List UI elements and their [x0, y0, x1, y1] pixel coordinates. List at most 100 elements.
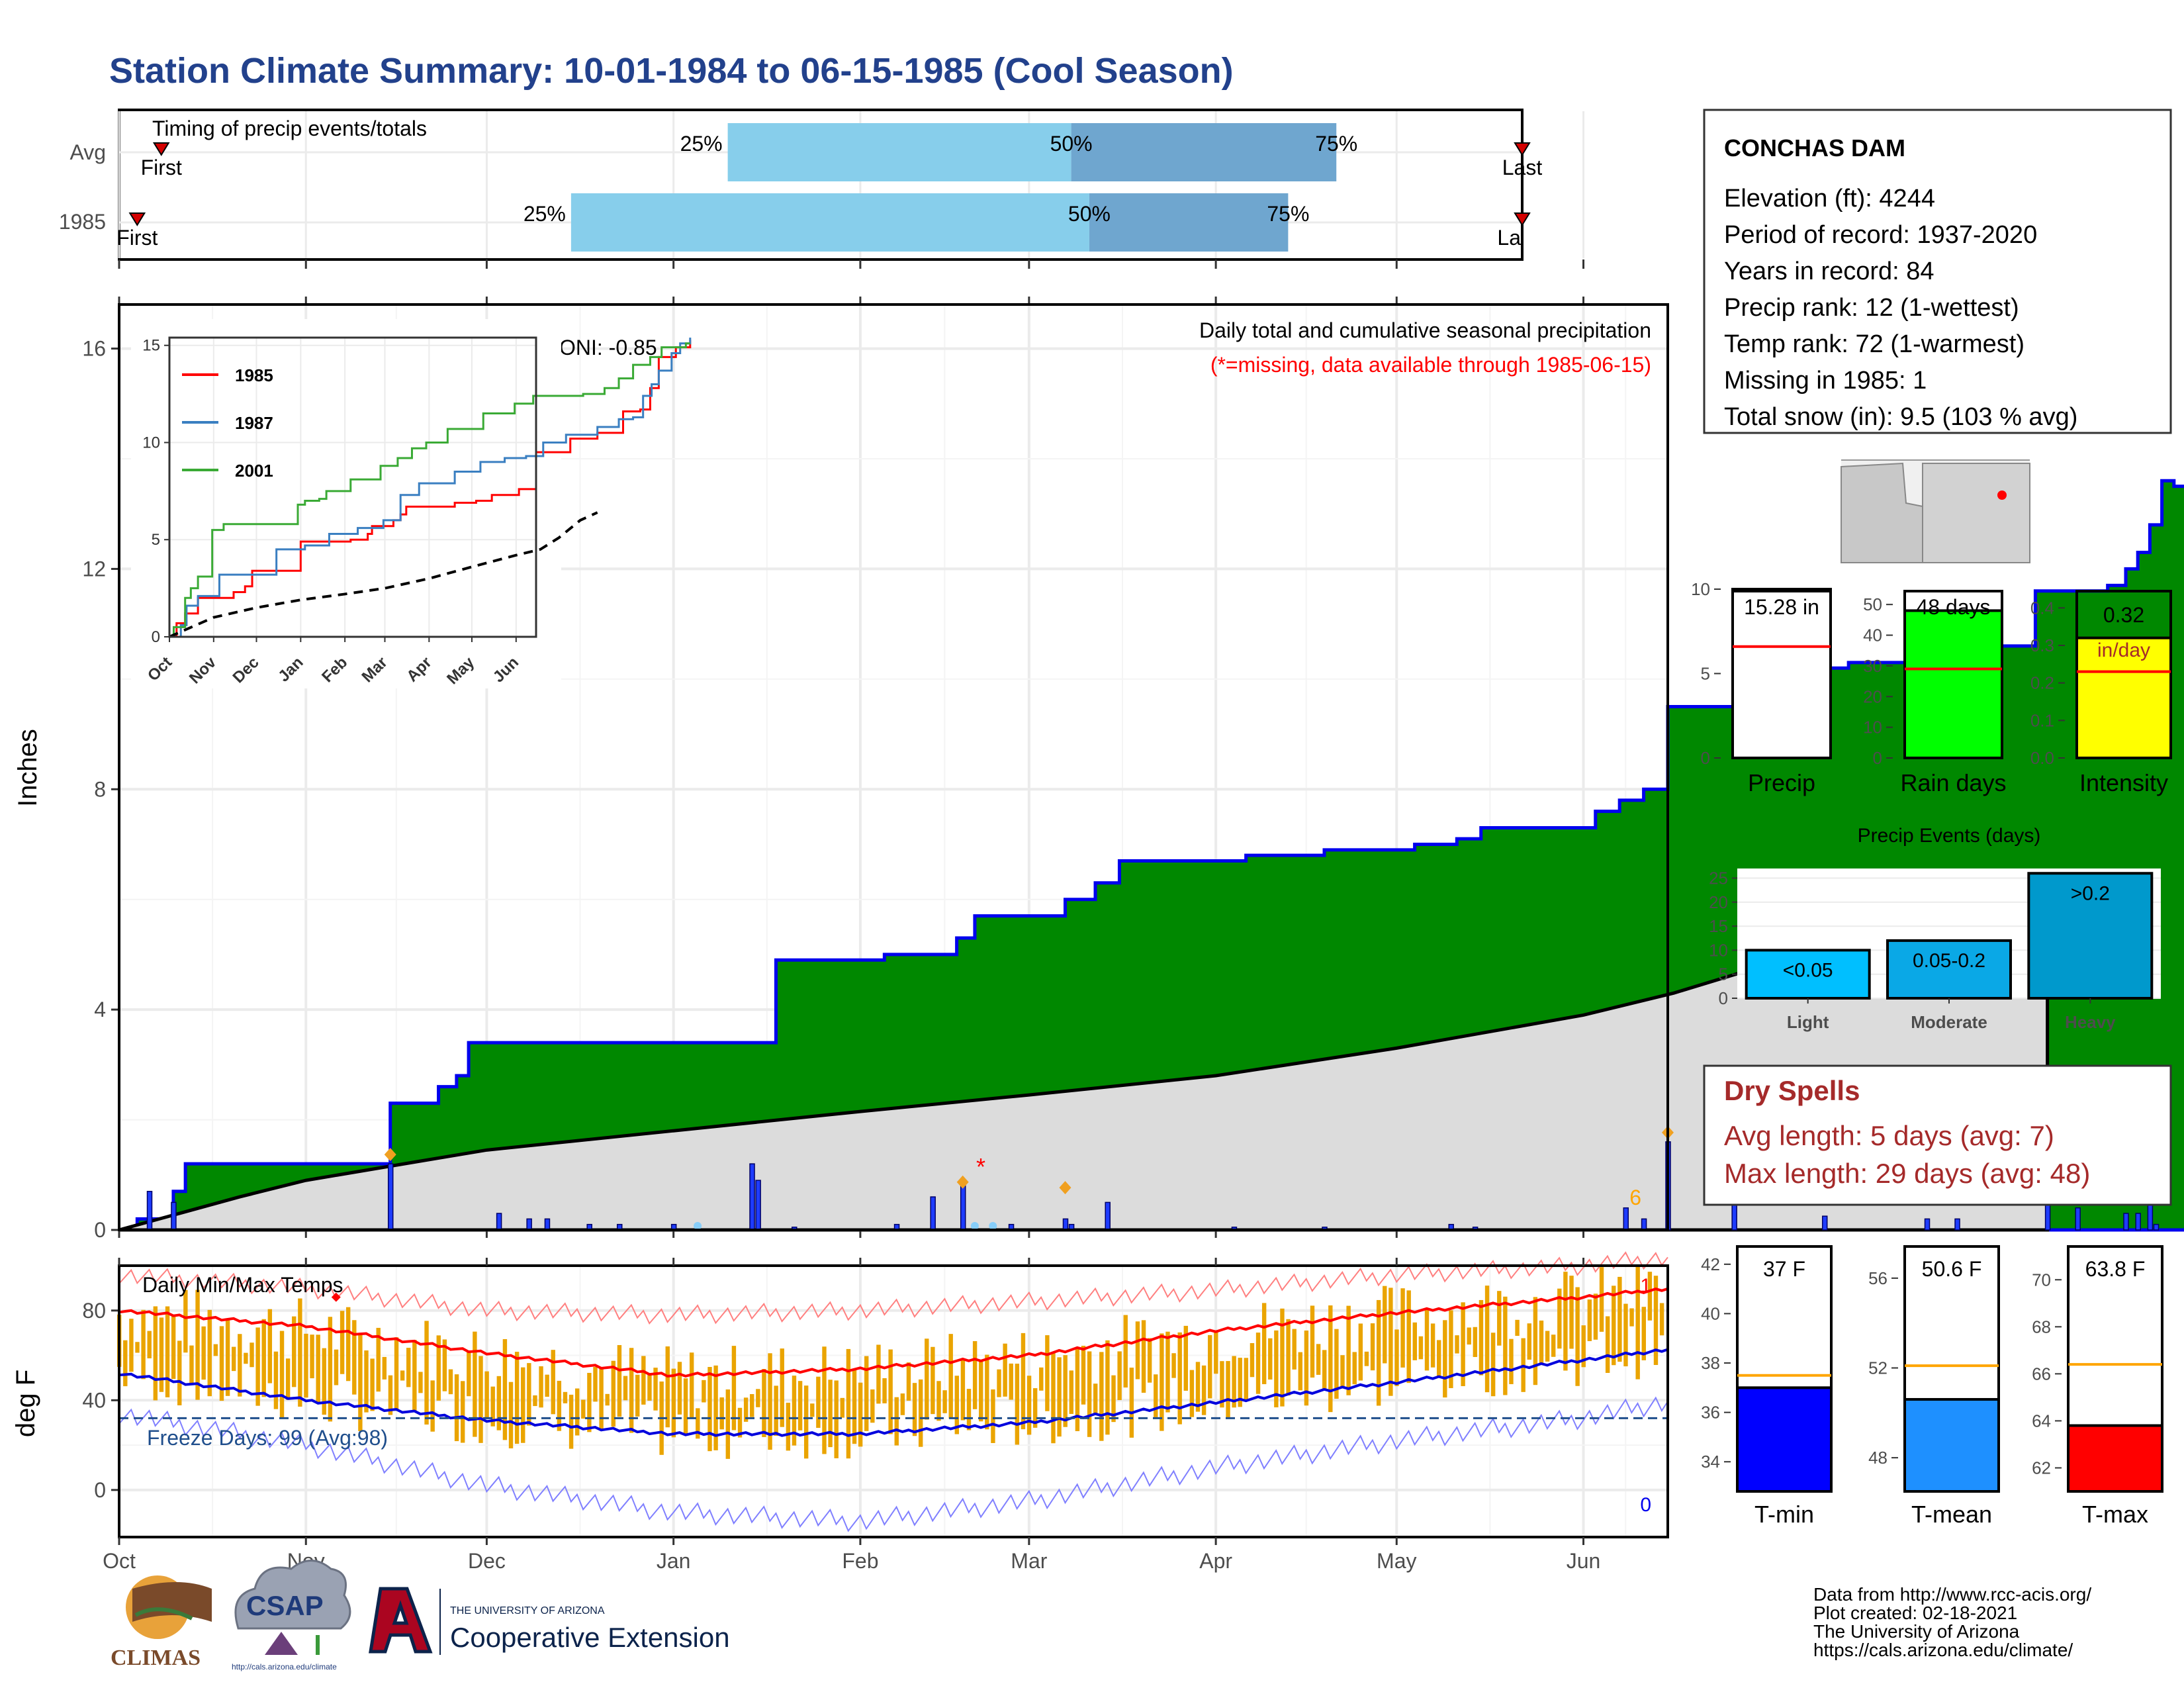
stat-value-label: 37 F	[1763, 1257, 1805, 1281]
daily-temp-bar	[340, 1311, 345, 1374]
daily-temp-bar	[1557, 1288, 1562, 1349]
stat-ytick-label: 30	[1863, 656, 1882, 676]
station-info-frame	[1703, 109, 2172, 434]
daily-temp-bar	[617, 1344, 622, 1417]
events-bar-label: >0.2	[2071, 882, 2110, 904]
daily-temp-bar	[960, 1360, 966, 1421]
daily-temp-bar	[882, 1378, 887, 1404]
daily-temp-bar	[1328, 1305, 1333, 1413]
ua-a-icon	[369, 1587, 433, 1654]
events-category-label: Light	[1787, 1012, 1829, 1032]
daily-temp-bar	[1045, 1335, 1050, 1411]
first-event-marker	[152, 142, 170, 156]
daily-temp-bar	[1117, 1351, 1122, 1401]
stat-chart-tmax: 62 64 66 68 70 63.8 F T-max	[2032, 1245, 2163, 1528]
stat-value-label: 48 days	[1916, 595, 1990, 619]
stat-ytick-label: 0	[1873, 748, 1882, 768]
daily-temp-bar	[1171, 1353, 1176, 1378]
daily-temp-bar	[629, 1348, 634, 1433]
daily-temp-bar	[1280, 1308, 1285, 1407]
daily-temp-bar	[1250, 1342, 1255, 1378]
missing-data-marker: *	[976, 1153, 985, 1180]
climas-logo-text: CLIMAS	[111, 1646, 201, 1670]
daily-temp-bar	[1147, 1338, 1152, 1383]
last-event-label: Last	[1502, 156, 1543, 179]
daily-temp-bar	[345, 1307, 351, 1382]
daily-temp-bar	[834, 1380, 839, 1458]
stat-category-label: T-min	[1754, 1501, 1814, 1528]
daily-temp-bar	[1424, 1309, 1430, 1371]
snow-marker	[384, 1148, 396, 1162]
daily-temp-bar	[231, 1346, 236, 1372]
daily-precip-bar	[1641, 1218, 1647, 1231]
daily-temp-bar	[870, 1389, 875, 1423]
inset-ytick-label: 10	[142, 434, 160, 451]
events-bar-label: <0.05	[1783, 959, 1833, 981]
daily-temp-bar	[201, 1326, 206, 1380]
daily-temp-bar	[1509, 1338, 1514, 1384]
daily-temp-bar	[1274, 1330, 1279, 1408]
stat-bar-outline	[1736, 1245, 1833, 1493]
timing-p75-label: 75%	[1267, 202, 1309, 226]
precip-ytick-label: 12	[82, 557, 106, 581]
record-high-marker	[331, 1292, 341, 1302]
daily-temp-bar	[1461, 1302, 1465, 1386]
daily-temp-bar	[310, 1335, 314, 1379]
station-name: CONCHAS DAM	[1724, 134, 1905, 162]
daily-temp-bar	[1376, 1299, 1381, 1406]
timing-bars: 25% 50% 75% First Last 25% 50% 75% First La	[116, 123, 1542, 252]
daily-temp-bar	[244, 1352, 248, 1364]
stat-ytick-label: 64	[2032, 1411, 2051, 1430]
page-title: Station Climate Summary: 10-01-1984 to 0…	[109, 51, 1234, 91]
first-event-label: First	[116, 226, 158, 250]
stat-value-label: 50.6 F	[1922, 1257, 1982, 1281]
daily-temp-bar	[677, 1362, 682, 1415]
daily-temp-bar	[1443, 1320, 1447, 1398]
precip-annotation-title: Daily total and cumulative seasonal prec…	[1199, 318, 1651, 342]
daily-temp-bar	[467, 1351, 471, 1397]
temp-normal-lines	[118, 1251, 1668, 1532]
daily-temp-bar	[1032, 1388, 1038, 1428]
daily-precip-bar	[1924, 1218, 1931, 1231]
oni-label: ONI: -0.85	[559, 336, 657, 359]
stat-ytick-label: 70	[2032, 1270, 2051, 1289]
daily-temp-bar	[858, 1382, 863, 1447]
precip-ytick-label: 16	[82, 337, 106, 361]
daily-temp-bar	[1075, 1347, 1080, 1431]
inset-lines	[169, 338, 692, 638]
month-label: Jun	[1567, 1549, 1601, 1573]
daily-temp-bar	[1129, 1368, 1134, 1438]
daily-temp-bar	[490, 1386, 495, 1427]
credit-data-source: Data from http://www.rcc-acis.org/	[1813, 1584, 2091, 1605]
events-ytick-label: 0	[1719, 988, 1728, 1008]
daily-temp-bar	[400, 1370, 405, 1381]
daily-temp-bar	[1545, 1331, 1550, 1362]
events-ytick-label: 10	[1709, 940, 1728, 960]
daily-temp-bar	[954, 1376, 960, 1434]
daily-temp-bar	[713, 1365, 718, 1450]
daily-temp-bar	[430, 1380, 435, 1432]
daily-temp-bar	[436, 1335, 441, 1401]
daily-temp-bar	[473, 1331, 477, 1437]
timing-bar-25-50	[570, 193, 1089, 252]
daily-temp-bar	[1455, 1335, 1459, 1354]
daily-temp-bar	[1479, 1299, 1484, 1376]
inset-legend: 1985 1987 2001	[182, 365, 273, 481]
credit-url: https://cals.arizona.edu/climate/	[1813, 1640, 2073, 1660]
daily-temp-bar	[545, 1374, 549, 1397]
legend-label-1987: 1987	[235, 413, 273, 433]
daily-temp-bar	[569, 1394, 574, 1449]
daily-temp-bar	[388, 1375, 393, 1415]
daily-temp-bar	[816, 1376, 821, 1429]
daily-precip-bar	[1954, 1218, 1960, 1231]
record-high-line	[118, 1251, 1668, 1325]
daily-temp-bar	[641, 1356, 646, 1405]
csap-mountain-icon	[265, 1632, 298, 1655]
daily-precip-bar	[930, 1196, 936, 1231]
daily-temp-bar	[1063, 1355, 1068, 1427]
daily-temp-bar	[786, 1403, 791, 1451]
csap-logo: CSAP http://cals.arizona.edu/climate	[232, 1560, 351, 1671]
precip-missing-note: (*=missing, data available through 1985-…	[1210, 353, 1651, 377]
events-ytick-label: 5	[1719, 964, 1728, 984]
daily-temp-bar	[1135, 1321, 1140, 1380]
